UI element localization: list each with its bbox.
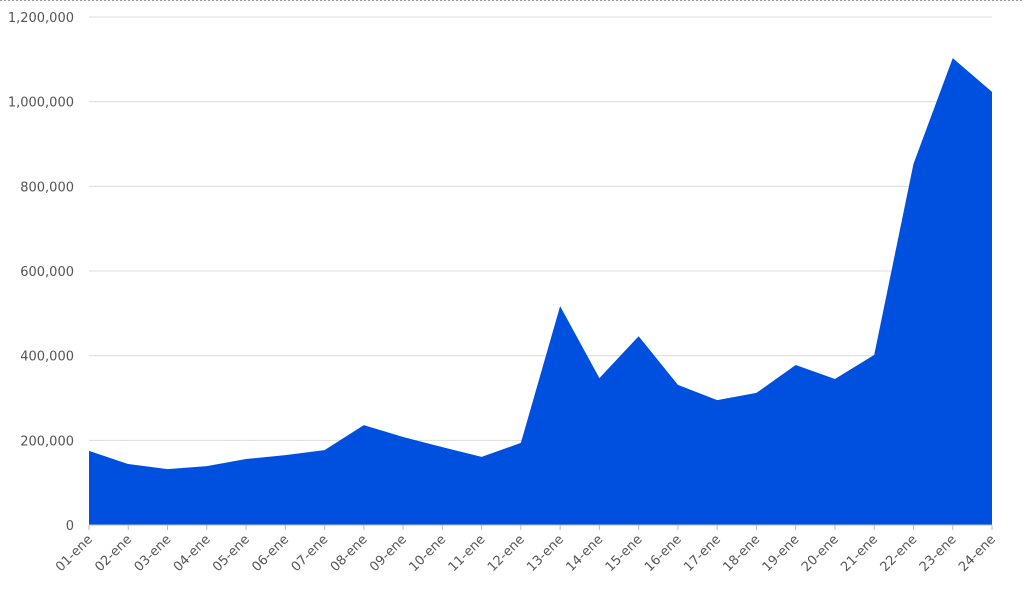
x-tick-label: 05-ene	[210, 532, 253, 575]
x-tick-label: 21-ene	[838, 532, 881, 575]
y-tick-label: 800,000	[20, 180, 74, 195]
x-tick-label: 02-ene	[92, 532, 135, 575]
x-tick-label: 09-ene	[367, 532, 410, 575]
x-tick-label: 24-ene	[956, 532, 999, 575]
y-tick-label: 0	[66, 519, 74, 534]
x-tick-label: 19-ene	[760, 532, 803, 575]
x-tick-label: 15-ene	[603, 532, 646, 575]
y-tick-label: 200,000	[20, 434, 74, 449]
x-tick-label: 17-ene	[681, 532, 724, 575]
x-tick-label: 06-ene	[249, 532, 292, 575]
x-tick-label: 12-ene	[485, 532, 528, 575]
x-tick-label: 18-ene	[721, 532, 764, 575]
x-tick-label: 11-ene	[446, 532, 489, 575]
x-tick-label: 07-ene	[289, 532, 332, 575]
x-tick-label: 23-ene	[917, 532, 960, 575]
y-tick-label: 1,200,000	[8, 11, 74, 26]
x-tick-label: 04-ene	[171, 532, 214, 575]
x-tick-label: 01-ene	[53, 532, 96, 575]
x-tick-label: 10-ene	[406, 532, 449, 575]
x-tick-label: 20-ene	[799, 532, 842, 575]
x-tick-label: 03-ene	[132, 532, 175, 575]
y-tick-label: 400,000	[20, 350, 74, 365]
y-tick-label: 1,000,000	[8, 96, 74, 111]
y-tick-label: 600,000	[20, 265, 74, 280]
x-tick-label: 16-ene	[642, 532, 685, 575]
x-tick-label: 08-ene	[328, 532, 371, 575]
x-tick-label: 14-ene	[563, 532, 606, 575]
x-tick-label: 22-ene	[878, 532, 921, 575]
x-tick-label: 13-ene	[524, 532, 567, 575]
area	[89, 58, 992, 526]
